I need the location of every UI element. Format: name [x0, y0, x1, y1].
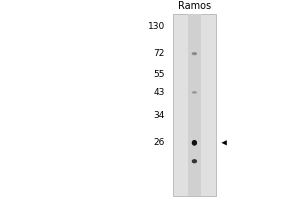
Text: 43: 43	[154, 88, 165, 97]
Bar	[172, 14, 216, 196]
Ellipse shape	[192, 52, 197, 55]
Text: 34: 34	[154, 111, 165, 120]
Text: 130: 130	[148, 22, 165, 31]
Ellipse shape	[192, 159, 197, 163]
Text: 26: 26	[154, 138, 165, 147]
Text: Ramos: Ramos	[178, 1, 211, 11]
Text: 72: 72	[154, 49, 165, 58]
Polygon shape	[221, 140, 227, 145]
Text: 55: 55	[154, 70, 165, 79]
Ellipse shape	[192, 140, 197, 146]
Bar	[188, 14, 201, 196]
Ellipse shape	[192, 91, 197, 94]
